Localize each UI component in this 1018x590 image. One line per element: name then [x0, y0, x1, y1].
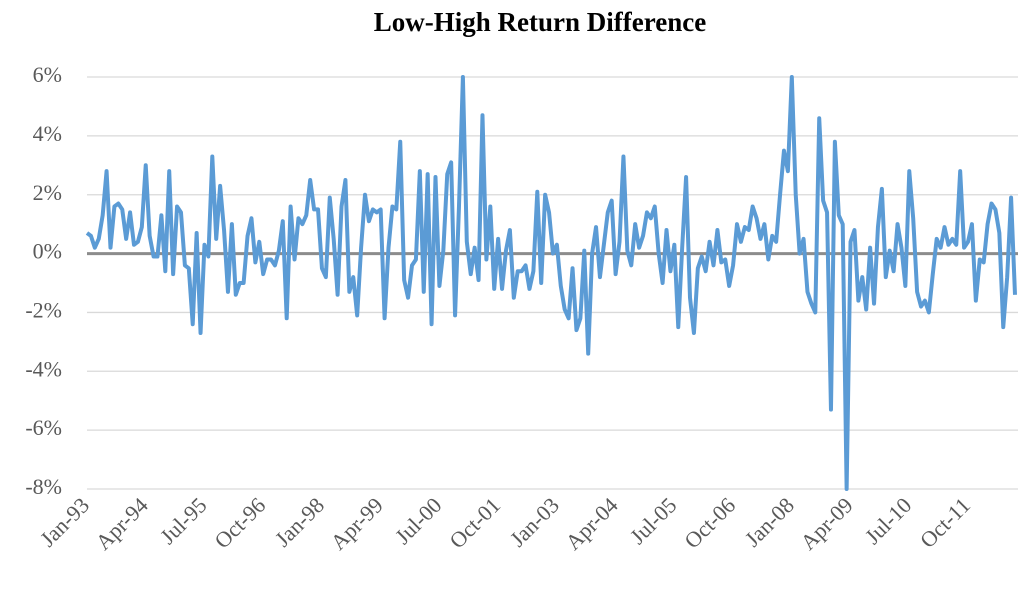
x-tick-label: Apr-99: [325, 492, 387, 554]
x-tick-label: Apr-04: [560, 492, 622, 554]
data-line: [85, 75, 1017, 491]
y-tick-label: -4%: [25, 356, 62, 381]
y-tick-label: 4%: [33, 121, 62, 146]
y-tick-label: -6%: [25, 415, 62, 440]
y-tick-label: -8%: [25, 474, 62, 499]
x-tick-label: Oct-11: [915, 492, 975, 552]
x-tick-label: Jan-93: [35, 492, 94, 551]
x-tick-label: Jul-95: [155, 492, 212, 549]
y-tick-label: -2%: [25, 297, 62, 322]
y-tick-label: 0%: [33, 239, 62, 264]
x-tick-label: Apr-94: [91, 492, 153, 554]
y-tick-label: 2%: [33, 180, 62, 205]
x-tick-label: Jan-98: [270, 492, 329, 551]
x-tick-label: Jul-10: [860, 492, 917, 549]
x-tick-label: Jul-05: [625, 492, 682, 549]
x-tick-label: Jan-03: [505, 492, 564, 551]
x-tick-label: Jul-00: [390, 492, 447, 549]
x-tick-label: Jan-08: [740, 492, 799, 551]
x-tick-label: Oct-06: [679, 492, 740, 553]
x-tick-label: Oct-01: [444, 492, 505, 553]
x-tick-label: Apr-09: [795, 492, 857, 554]
y-tick-label: 6%: [33, 62, 62, 87]
chart-title: Low-High Return Difference: [374, 7, 706, 37]
x-tick-label: Oct-96: [209, 492, 270, 553]
